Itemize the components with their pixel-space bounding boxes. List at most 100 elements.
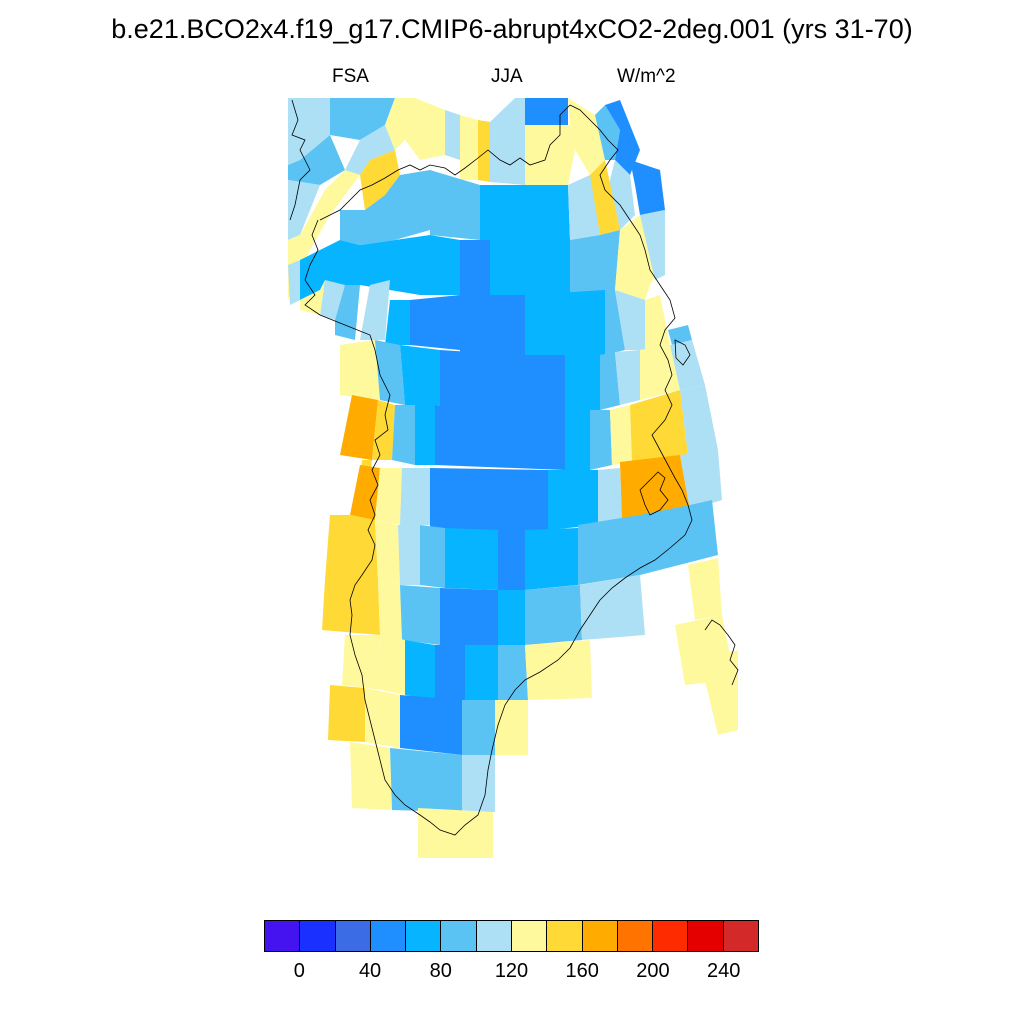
map-cell [580, 575, 645, 640]
map-cell [605, 290, 625, 355]
map-cell [340, 395, 378, 460]
map-cell [578, 500, 718, 585]
colorbar-cell [546, 920, 583, 952]
map-cell [668, 325, 692, 345]
map-cell [568, 175, 600, 240]
map-cell [445, 110, 460, 160]
map-cell [385, 300, 410, 345]
map-cell [460, 295, 525, 355]
colorbar-cell [264, 920, 301, 952]
map-cell [460, 240, 490, 295]
map-cell [360, 150, 400, 210]
map-cell [670, 340, 705, 390]
map-cell [398, 525, 420, 585]
map-cell [372, 400, 395, 460]
map-cell [440, 350, 565, 410]
map-cell [605, 100, 640, 175]
map-cell [565, 410, 590, 470]
colorbar-cell [687, 920, 724, 952]
map-cell [515, 98, 568, 125]
colorbar-cell [475, 920, 512, 952]
map-cell [378, 580, 402, 640]
map-cell [400, 468, 430, 525]
map-cell [435, 645, 465, 700]
map-cell [700, 650, 738, 735]
colorbar-cell [334, 920, 371, 952]
map-cell [620, 215, 660, 285]
map-cell [380, 635, 405, 695]
map-cell [462, 700, 495, 755]
map-cell [645, 295, 670, 350]
map-cell [525, 290, 605, 355]
map-cell [390, 748, 462, 812]
colorbar-tick-label: 200 [636, 960, 670, 982]
map-cell [400, 345, 440, 405]
map-cell [325, 515, 378, 580]
colorbar [264, 920, 759, 952]
coastline [289, 99, 693, 836]
map-cell [615, 290, 645, 350]
map-cell [420, 525, 445, 588]
map-cell [570, 230, 620, 295]
map-cell [375, 340, 405, 405]
map-cell [375, 520, 400, 585]
map-cell [640, 210, 665, 280]
map-cell [340, 340, 380, 400]
season-label: JJA [491, 66, 523, 87]
map-cell [525, 640, 592, 700]
map-cell [435, 405, 565, 470]
map-cell [320, 280, 345, 320]
map-cell [640, 345, 680, 400]
colorbar-cell [405, 920, 442, 952]
map-cell [288, 170, 360, 300]
map-cell [498, 530, 525, 590]
colorbar-cell [440, 920, 477, 952]
map-cell [590, 410, 612, 470]
colorbar-cell [616, 920, 654, 952]
map-cell [385, 98, 420, 150]
map-cells [288, 98, 738, 858]
map-cell [328, 685, 365, 742]
map-cell [445, 528, 498, 590]
map-cell [330, 98, 395, 140]
map-cell [610, 405, 632, 465]
map-cell [590, 160, 620, 235]
coastline-islands [639, 339, 739, 686]
map-cell [405, 98, 445, 160]
colorbar-tick-label: 80 [429, 960, 452, 982]
map-cell [480, 185, 570, 240]
map-cell [380, 170, 430, 240]
colorbar-tick-label: 0 [293, 960, 305, 982]
map-cell [680, 450, 722, 510]
map-cell [615, 350, 640, 405]
map-cell [392, 405, 415, 465]
map-cell [495, 700, 528, 755]
map-cell [345, 125, 395, 175]
map-cell [400, 585, 440, 645]
map-cell [360, 280, 390, 340]
plot-title: b.e21.BCO2x4.f19_g17.CMIP6-abrupt4xCO2-2… [111, 14, 913, 44]
map-cell [598, 468, 622, 525]
colorbar-tick-label: 120 [494, 960, 529, 982]
map-cell [615, 230, 650, 300]
map-cell [465, 645, 498, 700]
colorbar-tick-label: 40 [358, 960, 382, 982]
colorbar-cell [510, 920, 548, 952]
map-cell [340, 195, 395, 245]
colorbar-cell [652, 920, 689, 952]
map-cell [525, 528, 578, 590]
map-cell [680, 385, 718, 455]
map-cell [430, 468, 548, 530]
map-cell [350, 742, 392, 810]
map-cell [498, 590, 525, 645]
map-cell [288, 135, 345, 185]
map-cell [462, 755, 495, 812]
map-cell [565, 355, 600, 410]
map-cell [335, 285, 360, 340]
map-cell [360, 235, 460, 295]
units-label: W/m^2 [617, 66, 676, 87]
map-cell [525, 585, 582, 645]
map-cell [460, 115, 478, 180]
map-cell [630, 160, 665, 215]
